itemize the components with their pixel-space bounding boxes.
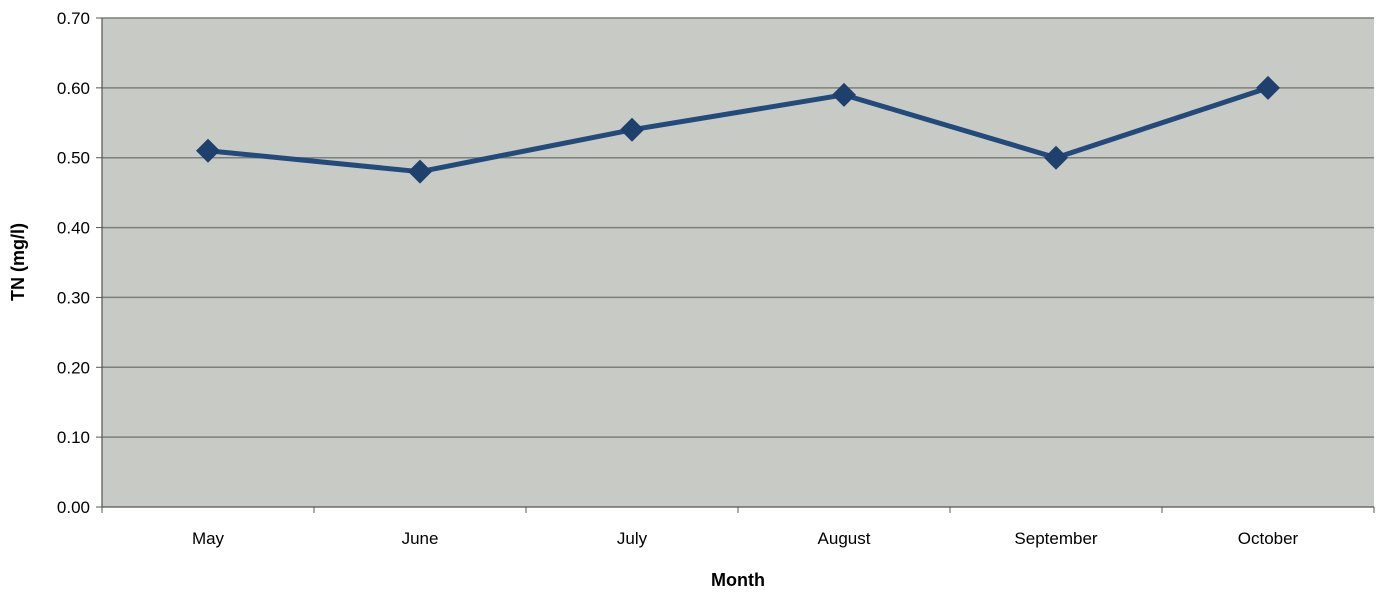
series-line	[207, 85, 1269, 175]
x-tick-label: September	[1014, 529, 1097, 548]
y-tick-label: 0.20	[57, 358, 90, 377]
x-axis-title: Month	[711, 570, 765, 590]
y-axis-title: TN (mg/l)	[8, 223, 28, 301]
y-tick-label: 0.30	[57, 288, 90, 307]
y-tick-label: 0.50	[57, 149, 90, 168]
x-tick-label: June	[402, 529, 439, 548]
y-tick-label: 0.70	[57, 9, 90, 28]
y-axis-ticks: 0.00 0.10 0.20 0.30 0.40 0.50 0.60 0.70	[57, 9, 102, 517]
data-point-marker	[1256, 75, 1280, 100]
data-point-marker	[408, 159, 432, 184]
gridlines	[102, 17, 1374, 438]
y-tick-label: 0.40	[57, 219, 90, 238]
x-tick-label: October	[1238, 529, 1299, 548]
y-tick-label: 0.00	[57, 498, 90, 517]
series-group	[196, 75, 1280, 184]
y-tick-label: 0.10	[57, 428, 90, 447]
data-point-marker	[1044, 145, 1068, 170]
x-tick-label: July	[617, 529, 648, 548]
data-point-marker	[196, 138, 220, 163]
data-point-marker	[832, 82, 856, 107]
data-point-marker	[620, 117, 644, 142]
x-tick-label: May	[192, 529, 225, 548]
y-tick-label: 0.60	[57, 79, 90, 98]
x-tick-label: August	[818, 529, 871, 548]
plot-area	[102, 18, 1374, 507]
x-axis-ticks: May June July August September October	[101, 507, 1375, 548]
